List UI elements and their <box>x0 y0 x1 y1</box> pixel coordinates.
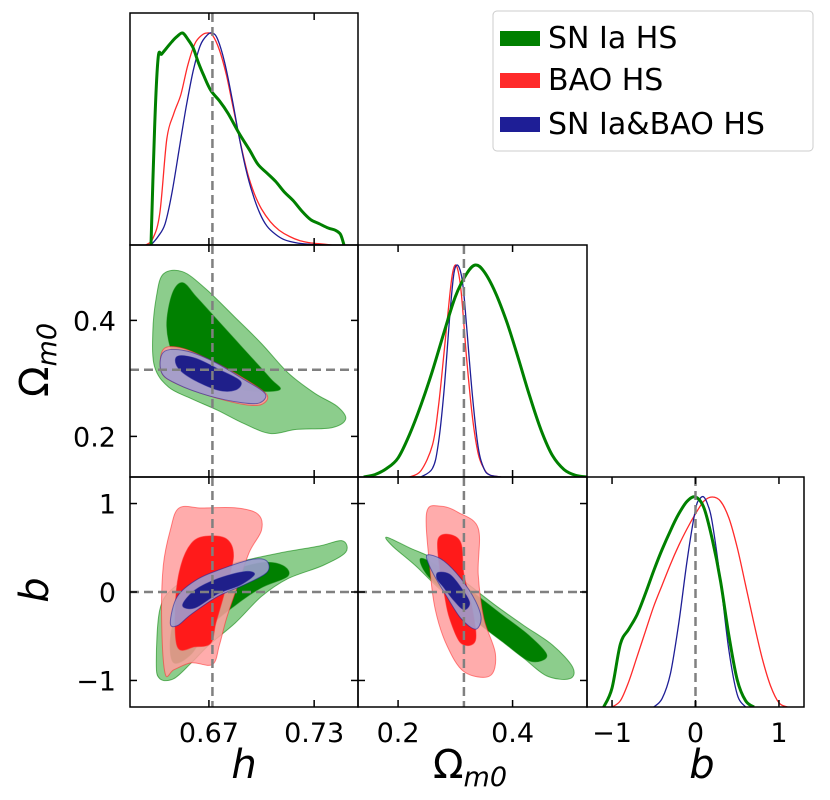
panel-om-marginal <box>357 244 588 478</box>
legend: SN Ia HS BAO HS SN Ia&BAO HS <box>492 10 814 152</box>
marginal-curve-Om-series-2 <box>420 264 502 477</box>
y-tick-label-Om: 0.2 <box>73 422 116 453</box>
marginal-curve-b-series-1 <box>611 496 788 707</box>
xlabel-b: b <box>689 742 714 788</box>
x-tick-label-b: 0 <box>687 718 704 749</box>
marginal-curve-h-series-2 <box>150 32 325 245</box>
xlabel-om: Ωm0 <box>433 742 507 793</box>
panel-h-marginal <box>129 12 359 246</box>
panel-b-vs-om: 0.2 0.4 <box>357 476 588 749</box>
panel-b-vs-h: 0.67 0.73 −1 0 1 <box>76 476 359 749</box>
x-tick-label-Om: 0.4 <box>491 718 534 749</box>
panel-om-vs-h: 0.2 0.4 <box>73 244 359 478</box>
y-tick-label-b: 1 <box>99 490 116 521</box>
panel-frame <box>129 12 359 246</box>
x-tick-label-h: 0.67 <box>179 718 239 749</box>
marginal-curve-Om-series-0 <box>363 263 587 477</box>
legend-swatch-joint <box>500 117 540 132</box>
legend-label-bao: BAO HS <box>548 63 663 98</box>
marginal-curve-b-series-0 <box>602 495 755 707</box>
legend-label-sn: SN Ia HS <box>548 21 677 56</box>
x-tick-label-Om: 0.2 <box>377 718 420 749</box>
x-tick-label-b: 1 <box>770 718 787 749</box>
legend-frame <box>492 10 814 152</box>
x-tick-label-b: −1 <box>592 718 632 749</box>
marginal-curve-b-series-2 <box>653 495 747 707</box>
panel-frame <box>357 244 588 478</box>
ylabel-om: Ωm0 <box>12 323 63 397</box>
marginal-curve-h-series-0 <box>149 31 346 245</box>
legend-swatch-sn <box>500 31 540 46</box>
panel-b-marginal: −1 0 1 <box>586 476 805 749</box>
x-tick-label-h: 0.73 <box>284 718 344 749</box>
y-tick-label-b: −1 <box>76 666 116 697</box>
y-tick-label-b: 0 <box>99 578 116 609</box>
y-tick-label-Om: 0.4 <box>73 306 116 337</box>
legend-label-joint: SN Ia&BAO HS <box>548 107 765 142</box>
contour-b_vs_h-series-2-68 <box>182 570 256 610</box>
xlabel-h: h <box>231 742 256 788</box>
marginal-curve-h-series-1 <box>145 32 332 245</box>
legend-swatch-bao <box>500 73 540 88</box>
ylabel-b: b <box>12 577 58 602</box>
marginal-curve-Om-series-1 <box>409 264 502 477</box>
